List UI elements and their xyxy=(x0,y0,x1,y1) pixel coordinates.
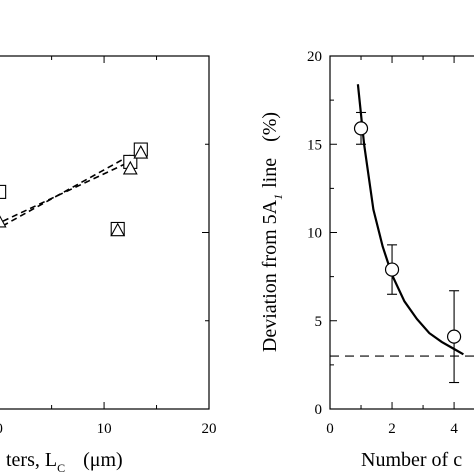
left-x-tick-label: 10 xyxy=(97,421,112,437)
right-x-tick-label: 2 xyxy=(388,421,396,437)
left-x-label-unit: (μm) xyxy=(83,449,123,471)
left-x-tick-label: 0 xyxy=(0,421,3,437)
right-y-tick-label: 5 xyxy=(315,314,323,330)
left-triangle-marker xyxy=(0,215,7,228)
right-circle-marker xyxy=(384,262,400,277)
left-triangle-marker xyxy=(110,222,126,237)
left-x-label-sub: C xyxy=(57,461,65,474)
right-circle-marker xyxy=(446,329,462,344)
right-fit-curve xyxy=(356,84,464,356)
left-square-marker xyxy=(0,184,7,199)
left-plot-frame xyxy=(0,55,210,410)
right-y-tick-label: 20 xyxy=(307,49,322,65)
left-panel: 0 10 20 ters, LC (μm) xyxy=(0,55,217,474)
right-y-label-sub: 1 xyxy=(271,194,285,200)
left-x-label-main: ters, L xyxy=(6,449,57,471)
right-circle-marker xyxy=(353,121,369,136)
right-y-label-unit: (%) xyxy=(259,112,281,142)
right-y-label-suffix: line xyxy=(259,158,281,188)
right-x-tick-label: 4 xyxy=(450,421,458,437)
right-y-tick-label: 0 xyxy=(315,402,323,418)
right-panel: 0 5 10 15 20 0 2 4 Deviation from 5A1 line (%) Numb… xyxy=(259,49,474,471)
right-y-axis-label: Deviation from 5A1 line (%) xyxy=(259,112,285,352)
right-y-tick-label: 10 xyxy=(307,226,322,242)
right-x-axis-label: Number of c xyxy=(361,449,462,471)
right-y-tick-label: 15 xyxy=(307,137,322,153)
left-x-tick-label: 20 xyxy=(202,421,217,437)
left-triangle-marker xyxy=(133,144,149,159)
left-x-axis-label: ters, LC (μm) xyxy=(6,449,123,474)
right-y-label-main: Deviation from 5A xyxy=(259,199,281,352)
left-triangle-marker xyxy=(122,160,138,175)
left-fit-line xyxy=(0,155,142,224)
right-x-tick-label: 0 xyxy=(326,421,334,437)
